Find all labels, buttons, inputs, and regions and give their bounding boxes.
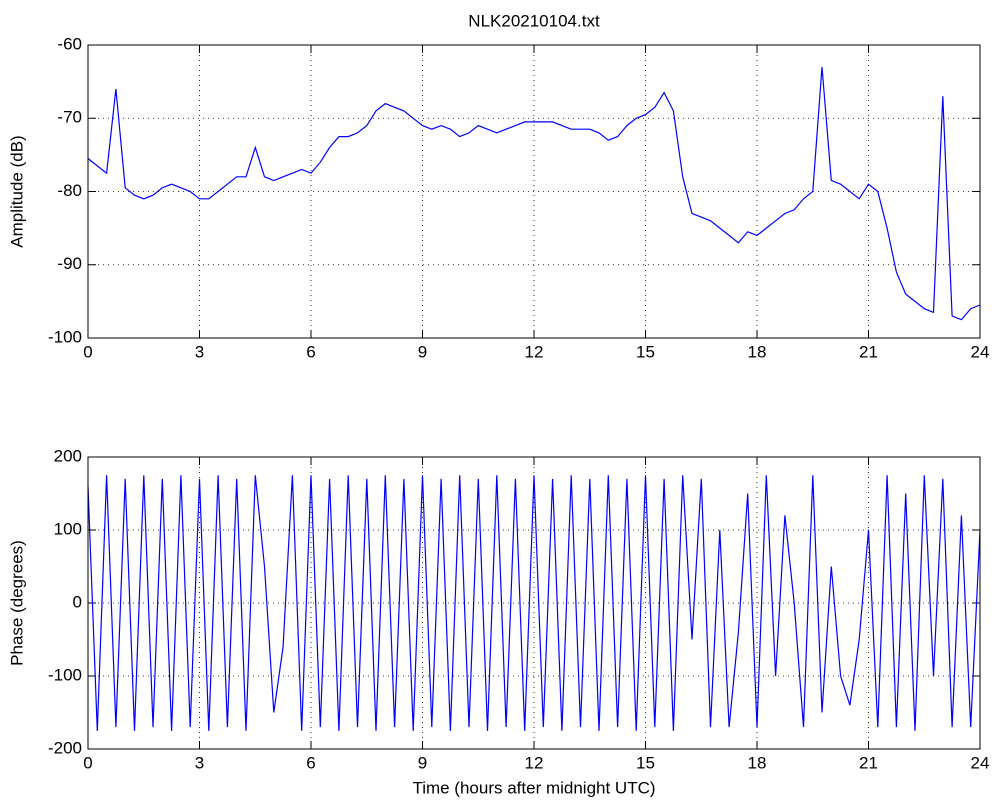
x-tick-label: 9: [418, 342, 427, 361]
axes-frame: [87, 456, 981, 750]
x-tick-label: 6: [306, 753, 315, 772]
x-tick-label: 21: [859, 753, 878, 772]
y-tick-label: -200: [48, 738, 82, 757]
x-tick-label: 24: [971, 753, 990, 772]
data-line: [87, 475, 981, 731]
x-axis-label: Time (hours after midnight UTC): [412, 778, 655, 797]
axes-frame: [87, 44, 981, 339]
x-tick-label: 9: [418, 753, 427, 772]
y-axis-label: Phase (degrees): [7, 540, 26, 666]
y-tick-label: 200: [54, 446, 82, 465]
y-tick-label: -100: [48, 327, 82, 346]
y-tick-label: -60: [57, 34, 82, 53]
data-line: [87, 66, 981, 321]
x-tick-label: 18: [748, 753, 767, 772]
x-tick-label: 12: [525, 342, 544, 361]
x-tick-label: 15: [636, 753, 655, 772]
x-tick-label: 3: [195, 342, 204, 361]
x-tick-label: 12: [525, 753, 544, 772]
chart-title: NLK20210104.txt: [468, 11, 600, 30]
y-tick-label: -80: [57, 181, 82, 200]
y-axis-label: Amplitude (dB): [7, 135, 26, 247]
y-tick-label: 100: [54, 519, 82, 538]
x-tick-label: 6: [306, 342, 315, 361]
y-tick-label: -100: [48, 665, 82, 684]
x-tick-label: 15: [636, 342, 655, 361]
y-tick-label: -70: [57, 108, 82, 127]
x-tick-label: 0: [83, 753, 92, 772]
x-tick-label: 21: [859, 342, 878, 361]
x-tick-label: 18: [748, 342, 767, 361]
y-tick-label: -90: [57, 254, 82, 273]
x-tick-label: 3: [195, 753, 204, 772]
x-tick-label: 0: [83, 342, 92, 361]
y-tick-label: 0: [73, 592, 82, 611]
x-tick-label: 24: [971, 342, 990, 361]
